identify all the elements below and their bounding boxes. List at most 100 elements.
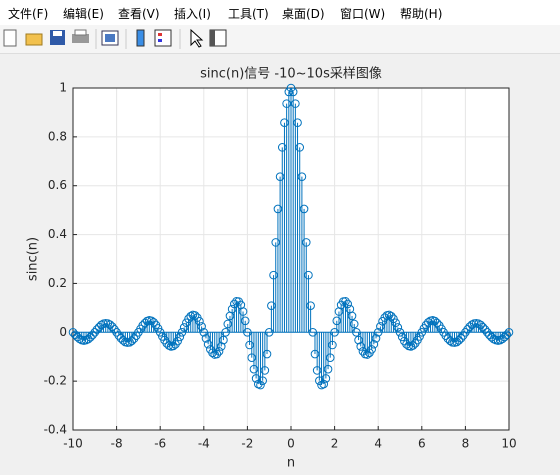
- stem-marker: [230, 299, 239, 309]
- stem-marker: [478, 322, 488, 332]
- x-tick-label: -6: [154, 437, 166, 451]
- stem-marker: [454, 336, 464, 345]
- stem-marker: [260, 366, 270, 375]
- stem-marker: [129, 334, 139, 343]
- stem-marker: [216, 342, 226, 351]
- stem-marker: [343, 299, 352, 309]
- stem-marker: [500, 332, 509, 342]
- stem-marker: [221, 327, 230, 337]
- stem-marker: [138, 321, 148, 330]
- stem-marker: [107, 322, 117, 331]
- stem-marker: [395, 327, 405, 337]
- stem-marker: [476, 320, 485, 330]
- stem-marker: [432, 318, 442, 328]
- y-tick-label: 0.2: [48, 276, 67, 290]
- menu-item[interactable]: 文件(F): [8, 7, 49, 21]
- stem-marker: [275, 172, 285, 181]
- stem-marker: [201, 334, 211, 343]
- y-tick-label: 1: [59, 81, 67, 95]
- stem-marker: [264, 327, 274, 337]
- stem-marker: [299, 204, 309, 214]
- x-tick-label: -10: [63, 437, 83, 451]
- stem-marker: [295, 143, 305, 152]
- stem-marker: [177, 327, 187, 337]
- stem-marker: [504, 327, 514, 337]
- stem-marker: [397, 332, 407, 342]
- stem-marker: [352, 327, 361, 337]
- stem-marker: [262, 349, 272, 359]
- colorbar-button[interactable]: [136, 29, 145, 47]
- stem-marker: [304, 270, 313, 280]
- menu-item[interactable]: 帮助(H): [400, 7, 443, 21]
- stem-marker: [280, 118, 289, 127]
- stem-marker: [68, 327, 78, 337]
- stem-marker: [487, 332, 496, 342]
- stem-marker: [288, 87, 298, 97]
- stem-marker: [195, 316, 204, 326]
- y-tick-label: 0.6: [48, 178, 67, 192]
- stem-marker: [186, 311, 196, 321]
- stem-marker: [467, 320, 477, 330]
- stem-marker: [243, 327, 252, 337]
- print-button[interactable]: [72, 29, 89, 43]
- stem-marker: [310, 349, 320, 359]
- stem-marker: [408, 341, 418, 350]
- stem-marker: [249, 364, 259, 374]
- toolbar: [0, 25, 560, 54]
- stem-marker: [369, 339, 379, 349]
- stem-marker: [173, 336, 182, 346]
- stem-marker: [367, 345, 376, 354]
- stem-marker: [256, 380, 265, 390]
- open-button[interactable]: [25, 33, 43, 46]
- stem-marker: [347, 311, 357, 321]
- stem-marker: [258, 376, 267, 385]
- stem-marker: [199, 327, 209, 337]
- save-button[interactable]: [50, 30, 65, 45]
- stem-marker: [358, 347, 368, 356]
- stem-marker: [424, 317, 433, 327]
- stem-marker: [376, 322, 385, 331]
- stem-marker: [127, 336, 137, 346]
- stem-marker: [430, 316, 440, 326]
- menu-item[interactable]: 查看(V): [118, 7, 160, 21]
- stem-marker: [463, 325, 472, 334]
- stem-marker: [312, 366, 322, 375]
- stem-marker: [208, 348, 217, 358]
- new-button[interactable]: [3, 29, 17, 47]
- stem-marker: [293, 118, 302, 127]
- x-tick-label: 8: [462, 437, 470, 451]
- y-axis-label: sinc(n): [26, 237, 41, 281]
- stem-marker: [240, 316, 250, 326]
- menu-item[interactable]: 工具(T): [228, 7, 269, 21]
- stem-marker: [502, 330, 512, 340]
- property-button[interactable]: [209, 29, 227, 47]
- stem-marker: [482, 327, 492, 337]
- menu-item[interactable]: 编辑(E): [63, 7, 104, 21]
- stem-marker: [441, 331, 451, 341]
- legend-button[interactable]: [154, 29, 172, 47]
- stem-marker: [203, 339, 213, 349]
- menu-item[interactable]: 窗口(W): [340, 7, 386, 21]
- stem-marker: [363, 350, 372, 359]
- stem-marker: [105, 320, 115, 330]
- stem-marker: [391, 318, 400, 328]
- stem-marker: [90, 327, 100, 337]
- link-button[interactable]: [101, 30, 119, 46]
- stem-marker: [330, 327, 339, 337]
- y-tick-label: 0.4: [48, 227, 67, 241]
- menu-item[interactable]: 桌面(D): [282, 7, 325, 21]
- stem-marker: [155, 327, 165, 337]
- stem-marker: [393, 323, 403, 332]
- stem-marker: [325, 353, 335, 362]
- pointer-button[interactable]: [190, 28, 204, 48]
- stem-marker: [306, 301, 315, 310]
- stem-marker: [149, 317, 158, 327]
- stem-marker: [179, 323, 189, 332]
- x-tick-label: 6: [418, 437, 426, 451]
- stem-marker: [321, 374, 331, 383]
- menu-item[interactable]: 插入(I): [174, 7, 211, 21]
- chart-title: sinc(n)信号 -10~10s采样图像: [200, 67, 382, 82]
- stem-marker: [380, 313, 390, 322]
- stem-marker: [282, 99, 291, 108]
